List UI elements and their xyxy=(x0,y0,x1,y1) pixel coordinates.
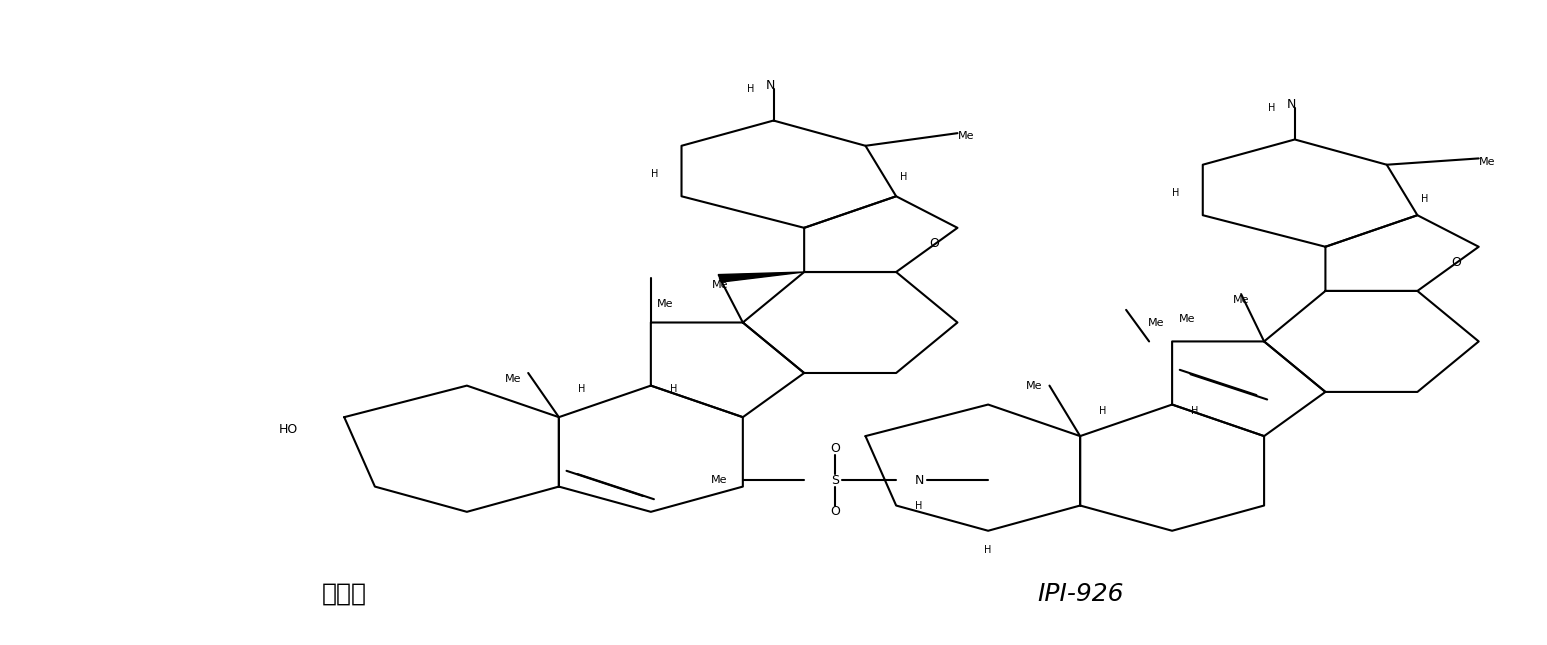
Text: Me: Me xyxy=(712,475,727,485)
Text: IPI-926: IPI-926 xyxy=(1036,582,1123,606)
Text: Me: Me xyxy=(1179,314,1196,324)
Text: H: H xyxy=(670,384,678,393)
Text: Me: Me xyxy=(712,280,729,290)
Text: H: H xyxy=(984,544,992,555)
Text: H: H xyxy=(579,384,586,393)
Text: N: N xyxy=(914,474,924,487)
Text: O: O xyxy=(829,505,840,519)
Text: Me: Me xyxy=(958,132,975,141)
Text: H: H xyxy=(1191,406,1199,416)
Polygon shape xyxy=(718,272,804,282)
Text: O: O xyxy=(829,442,840,455)
Text: N: N xyxy=(766,79,775,92)
Text: H: H xyxy=(900,172,908,183)
Text: H: H xyxy=(1100,406,1106,416)
Text: Me: Me xyxy=(657,299,674,308)
Text: Me: Me xyxy=(1148,317,1165,328)
Text: Me: Me xyxy=(1479,157,1496,166)
Text: H: H xyxy=(747,84,755,94)
Text: H: H xyxy=(1269,103,1275,113)
Text: Me: Me xyxy=(504,374,521,384)
Text: O: O xyxy=(930,237,939,250)
Text: N: N xyxy=(1287,98,1296,112)
Text: Me: Me xyxy=(1233,295,1250,306)
Text: Me: Me xyxy=(1026,381,1043,391)
Text: H: H xyxy=(1422,194,1429,204)
Text: O: O xyxy=(1451,256,1460,269)
Text: H: H xyxy=(651,169,659,179)
Text: S: S xyxy=(831,474,838,487)
Text: H: H xyxy=(916,501,924,511)
Text: H: H xyxy=(1173,188,1180,198)
Text: 环拒明: 环拒明 xyxy=(322,582,367,606)
Text: HO: HO xyxy=(278,423,299,436)
